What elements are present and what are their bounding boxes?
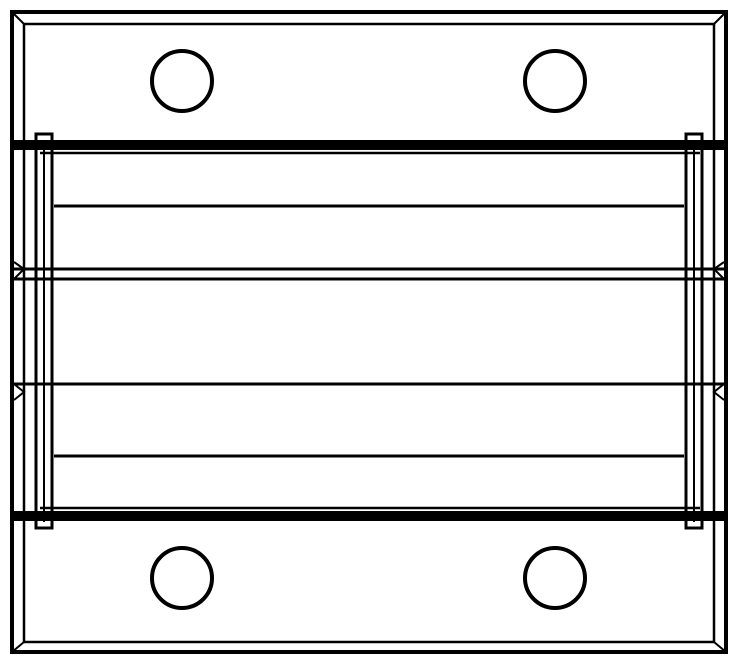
top-heavy-bar <box>14 140 724 150</box>
left-post-outer <box>34 132 54 530</box>
corner-chamfer-bl <box>11 641 25 653</box>
mounting-hole-top-right <box>523 49 587 113</box>
outer-frame <box>10 10 728 654</box>
mounting-hole-bottom-left <box>150 546 214 610</box>
right-notch-lower <box>712 383 725 401</box>
mounting-hole-bottom-right <box>523 546 587 610</box>
left-notch-lower <box>13 383 26 401</box>
corner-chamfer-tr <box>713 11 727 25</box>
right-notch-upper <box>712 261 725 280</box>
inner-frame-outline <box>22 22 716 644</box>
bottom-heavy-bar <box>14 511 724 521</box>
mounting-hole-top-left <box>150 49 214 113</box>
left-notch-upper <box>13 261 26 280</box>
corner-chamfer-br <box>713 641 727 653</box>
corner-chamfer-tl <box>11 11 25 25</box>
right-post-outer <box>684 132 704 530</box>
